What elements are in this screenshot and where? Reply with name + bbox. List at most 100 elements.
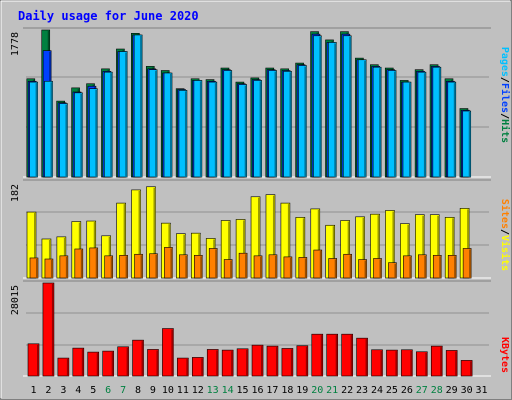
bar-pages-day-24 bbox=[372, 66, 382, 178]
bar-pages-day-3-shade bbox=[65, 104, 68, 177]
bar-kbytes-day-17 bbox=[266, 345, 279, 377]
bar-pages-day-21 bbox=[328, 42, 337, 178]
x-tick-label: 9 bbox=[150, 385, 156, 396]
bar-kbytes-day-11-shade bbox=[186, 359, 189, 376]
bar-visits-day-21-shade bbox=[332, 226, 335, 278]
bar-kbytes-day-3-body bbox=[57, 357, 70, 377]
x-tick-label: 31 bbox=[476, 385, 488, 396]
bar-pages-day-25 bbox=[387, 70, 397, 178]
bar-kbytes-day-1 bbox=[27, 343, 40, 377]
bar-sites-day-25 bbox=[388, 262, 397, 279]
bar-kbytes-day-9-shade bbox=[156, 350, 159, 376]
bar-pages-day-25-shade bbox=[394, 71, 397, 177]
bar-kbytes-day-26-shade bbox=[410, 350, 413, 376]
x-tick-label: 4 bbox=[75, 385, 81, 396]
bar-sites-day-12-shade bbox=[200, 256, 203, 278]
bar-sites-day-17-shade bbox=[274, 255, 277, 278]
axis-label-part: Hits bbox=[499, 119, 511, 143]
bar-pages-day-14 bbox=[223, 70, 233, 178]
x-tick-label: 5 bbox=[90, 385, 96, 396]
panel-3: 28015 KBytes bbox=[10, 280, 510, 377]
bar-sites-day-3-body bbox=[59, 255, 69, 279]
bar-kbytes-day-5 bbox=[87, 351, 100, 377]
panel-2: 182 Sites/Visits bbox=[10, 179, 511, 279]
bar-kbytes-day-23 bbox=[356, 337, 368, 377]
series-axis-label: Sites/Visits bbox=[499, 199, 511, 271]
bar-pages-day-18 bbox=[283, 71, 292, 178]
bar-pages-day-30 bbox=[462, 110, 472, 178]
bar-pages-day-4 bbox=[74, 92, 83, 178]
bar-kbytes-day-22 bbox=[341, 333, 353, 377]
bar-kbytes-day-20 bbox=[311, 333, 324, 377]
bar-pages-day-12-shade bbox=[199, 81, 202, 177]
bar-pages-day-7-shade bbox=[125, 52, 128, 177]
bar-sites-day-15 bbox=[238, 252, 248, 279]
bar-visits-day-30-shade bbox=[467, 209, 470, 278]
bar-visits-day-19-shade bbox=[302, 218, 305, 278]
bar-sites-day-22-shade bbox=[349, 255, 352, 278]
bar-sites-day-25-shade bbox=[394, 263, 397, 278]
bar-kbytes-day-12 bbox=[191, 357, 204, 377]
bar-kbytes-day-28-shade bbox=[440, 347, 443, 376]
bar-kbytes-day-3 bbox=[57, 357, 70, 377]
axis-label-part: KBytes bbox=[499, 337, 510, 373]
bar-sites-day-2 bbox=[44, 258, 54, 279]
bar-pages-day-13 bbox=[208, 81, 218, 178]
bar-pages-day-10-shade bbox=[170, 73, 173, 177]
bar-visits-day-15-shade bbox=[243, 220, 246, 278]
bar-sites-day-3-shade bbox=[65, 256, 68, 278]
bar-kbytes-day-1-shade bbox=[37, 344, 39, 376]
bar-kbytes-day-8 bbox=[132, 339, 144, 377]
bar-pages-day-16-shade bbox=[259, 81, 262, 177]
bar-pages-day-24-shade bbox=[379, 68, 382, 177]
bar-kbytes-day-6 bbox=[102, 350, 114, 377]
bar-visits-day-27-shade bbox=[422, 215, 425, 278]
bar-kbytes-day-15 bbox=[236, 348, 249, 377]
bar-pages-day-14-shade bbox=[229, 71, 232, 177]
bar-kbytes-day-11 bbox=[177, 357, 189, 377]
bar-pages-day-7 bbox=[118, 51, 128, 178]
bar-visits-day-17-shade bbox=[272, 195, 275, 278]
bar-visits-day-28-shade bbox=[437, 215, 440, 278]
bar-sites-day-30 bbox=[462, 248, 472, 279]
bar-pages-day-22-shade bbox=[349, 36, 352, 178]
axis-label-part: Sites bbox=[499, 199, 511, 229]
bar-sites-day-18-shade bbox=[289, 257, 292, 278]
x-tick-label: 23 bbox=[356, 385, 368, 396]
axis-label-part: / bbox=[499, 229, 510, 235]
bar-sites-day-11-shade bbox=[185, 255, 188, 278]
bar-visits-day-7-shade bbox=[123, 204, 126, 278]
bar-pages-day-18-shade bbox=[289, 72, 292, 177]
bar-sites-day-6-shade bbox=[110, 256, 113, 278]
bar-sites-day-9 bbox=[149, 253, 158, 279]
bar-sites-day-8 bbox=[134, 253, 143, 279]
bar-pages-day-28 bbox=[432, 66, 442, 178]
bar-pages-day-12 bbox=[193, 80, 203, 178]
bar-sites-day-22 bbox=[343, 253, 352, 279]
bar-pages-day-2-shade bbox=[50, 82, 53, 177]
bar-sites-day-16 bbox=[253, 255, 263, 279]
bar-sites-day-8-shade bbox=[140, 255, 143, 278]
bar-kbytes-day-3-shade bbox=[66, 359, 69, 376]
bar-pages-day-15 bbox=[238, 84, 247, 178]
bar-kbytes-day-8-shade bbox=[141, 341, 144, 376]
bar-kbytes-day-30-shade bbox=[470, 361, 473, 376]
x-tick-label: 3 bbox=[60, 385, 66, 396]
x-tick-label: 26 bbox=[401, 385, 413, 396]
bar-visits-day-26-shade bbox=[407, 224, 410, 278]
bar-sites-day-27-shade bbox=[424, 255, 427, 278]
bar-kbytes-day-28 bbox=[430, 345, 443, 377]
bar-kbytes-day-13 bbox=[206, 349, 219, 377]
bar-pages-day-16 bbox=[253, 80, 262, 178]
bar-sites-day-24-shade bbox=[379, 259, 382, 278]
bar-kbytes-day-9 bbox=[147, 349, 159, 377]
bar-pages-day-4-shade bbox=[80, 93, 83, 177]
bar-sites-day-1-shade bbox=[36, 258, 38, 278]
x-tick-label: 20 bbox=[311, 385, 323, 396]
bar-pages-day-8 bbox=[133, 34, 143, 178]
bar-kbytes-day-22-shade bbox=[350, 335, 353, 376]
bar-visits-day-1-shade bbox=[34, 213, 36, 278]
bar-kbytes-day-6-shade bbox=[111, 352, 114, 376]
bar-sites-day-26-shade bbox=[409, 256, 412, 278]
